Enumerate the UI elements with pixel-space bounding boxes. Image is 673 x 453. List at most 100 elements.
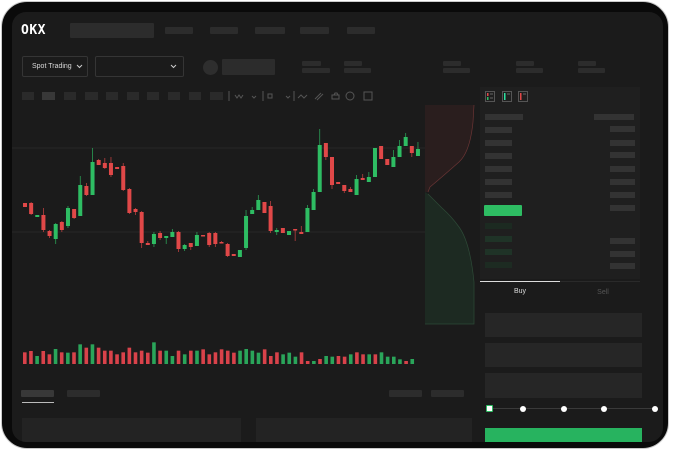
ask-price[interactable] [485, 179, 512, 185]
candle-body [336, 182, 341, 184]
slider-handle[interactable] [486, 405, 493, 412]
bid-price[interactable] [485, 223, 512, 229]
volume-bar [109, 350, 113, 364]
orderbook-bids-icon[interactable] [502, 91, 512, 102]
slider-stop-100[interactable] [652, 406, 658, 412]
last-price[interactable] [484, 205, 522, 216]
candle [305, 205, 310, 232]
tab-open-orders[interactable] [21, 390, 54, 397]
interval-button[interactable] [189, 92, 201, 100]
volume-bar [96, 347, 101, 364]
volume-bar [164, 350, 169, 364]
volume-bar [72, 352, 76, 364]
bid-amount [610, 238, 635, 244]
nav-item[interactable] [165, 27, 193, 34]
ask-price[interactable] [485, 153, 512, 159]
pair-select[interactable] [95, 56, 184, 77]
search-bar[interactable] [70, 23, 154, 38]
volume-bar [121, 352, 125, 364]
bid-price[interactable] [485, 262, 512, 268]
candle [311, 189, 316, 210]
tab-order-history[interactable] [67, 390, 100, 397]
candle-body [317, 145, 322, 192]
candle [360, 174, 365, 180]
orderbook-asks-icon[interactable] [518, 91, 528, 102]
interval-button[interactable] [85, 92, 98, 100]
volume-bar [219, 349, 224, 364]
orderbook-both-icon[interactable] [485, 91, 495, 102]
interval-button[interactable] [210, 92, 223, 100]
depth-bids-line [425, 193, 475, 325]
tab-buy[interactable]: Buy [513, 288, 527, 295]
bid-price[interactable] [485, 249, 512, 255]
candle-body [311, 192, 316, 210]
interval-button[interactable] [22, 92, 34, 100]
candle-body [268, 206, 273, 231]
candle-body [164, 236, 169, 238]
nav-item[interactable] [255, 27, 285, 34]
candle-body [323, 143, 328, 157]
volume-bar [287, 352, 292, 364]
nav-item[interactable] [347, 27, 375, 34]
ask-price[interactable] [485, 166, 512, 172]
interval-button[interactable] [106, 92, 118, 100]
slider-stop-50[interactable] [561, 406, 567, 412]
camera-icon[interactable] [331, 92, 340, 100]
volume-bar [385, 356, 390, 364]
candle-type-icon[interactable] [267, 93, 273, 99]
buy-button[interactable] [485, 428, 642, 442]
draw-line-icon[interactable] [297, 94, 308, 99]
amount-input[interactable] [485, 343, 642, 367]
filter-button[interactable] [389, 390, 422, 397]
candle [391, 150, 396, 167]
candle-body [176, 232, 181, 249]
candle [115, 167, 120, 169]
total-input[interactable] [485, 373, 642, 398]
candle-body [133, 209, 138, 212]
candle-body [274, 230, 279, 232]
settings-icon[interactable] [345, 91, 355, 101]
filter-button[interactable] [431, 390, 464, 397]
interval-button[interactable] [147, 92, 159, 100]
okx-logo[interactable]: OKX [21, 23, 46, 38]
nav-item[interactable] [210, 27, 238, 34]
candle-body [397, 146, 402, 157]
candle-body [108, 163, 113, 175]
chevron-down-icon[interactable] [285, 95, 291, 99]
candlestick-chart[interactable] [12, 12, 482, 372]
market-select[interactable]: Spot Trading [22, 56, 88, 77]
candle-body [403, 137, 408, 146]
volume-bar [256, 352, 261, 364]
volume-bar [139, 350, 144, 364]
candle-body [158, 233, 163, 238]
bid-amount [610, 205, 635, 211]
volume-bar [195, 350, 199, 364]
nav-item[interactable] [300, 27, 329, 34]
candle-body [348, 189, 353, 192]
fullscreen-icon[interactable] [363, 91, 373, 101]
candle-body [145, 243, 150, 245]
ask-price[interactable] [485, 192, 512, 198]
slider-stop-75[interactable] [601, 406, 607, 412]
bid-amount [610, 251, 635, 257]
percent-slider[interactable] [490, 408, 655, 409]
interval-button-active[interactable] [42, 92, 55, 100]
price-input[interactable] [485, 313, 642, 337]
tab-sell[interactable]: Sell [597, 289, 609, 296]
ruler-icon[interactable] [314, 92, 324, 101]
interval-button[interactable] [64, 92, 76, 100]
indicator-icon[interactable] [234, 94, 244, 99]
ask-price[interactable] [485, 127, 512, 133]
ask-price[interactable] [485, 140, 512, 146]
bid-price[interactable] [485, 236, 512, 242]
candle-body [213, 233, 218, 244]
candle-body [84, 186, 89, 195]
candle-body [330, 157, 334, 185]
slider-stop-25[interactable] [520, 406, 526, 412]
volume-bar [367, 354, 371, 364]
interval-button[interactable] [168, 92, 180, 100]
interval-button[interactable] [127, 92, 139, 100]
stat-label [344, 61, 362, 66]
volume-bar [152, 342, 156, 364]
chevron-down-icon[interactable] [251, 95, 257, 99]
